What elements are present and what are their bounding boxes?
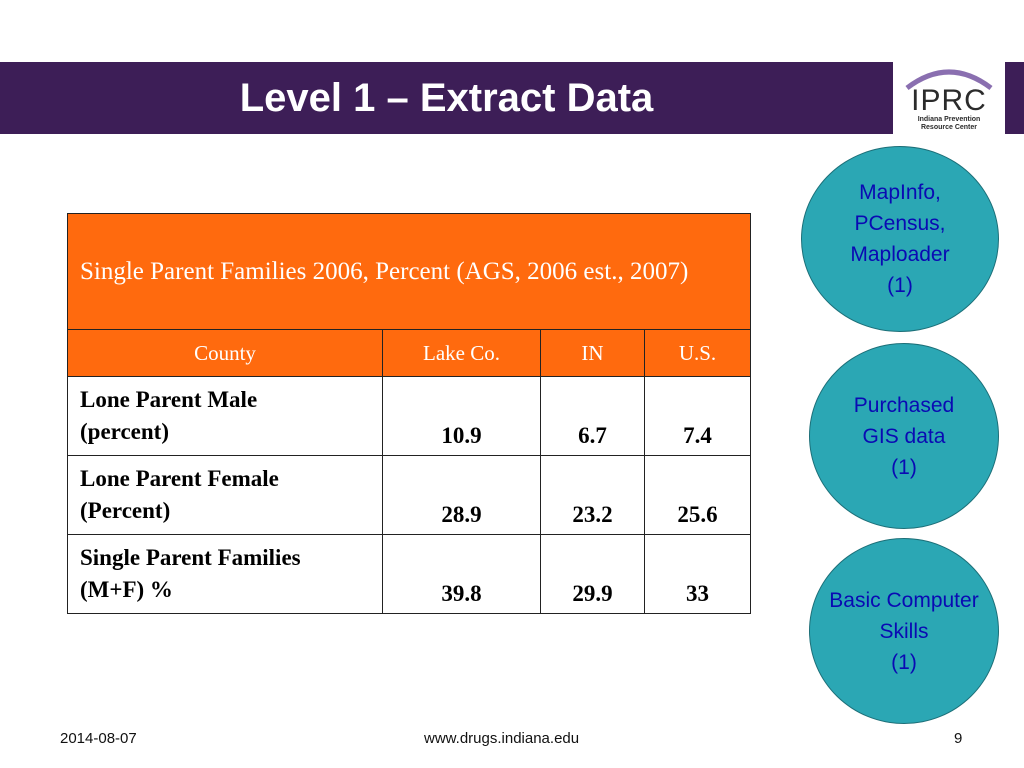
row-label-line: Lone Parent Female xyxy=(80,466,279,491)
table-cell: 25.6 xyxy=(644,455,751,535)
row-label: Lone Parent Male (percent) xyxy=(67,376,383,456)
logo-arc-icon xyxy=(905,69,993,90)
column-header: Lake Co. xyxy=(382,329,541,377)
logo-subtitle: Indiana Prevention Resource Center xyxy=(893,116,1005,132)
circle-purchased-gis: Purchased GIS data (1) xyxy=(809,343,999,529)
table-cell: 6.7 xyxy=(540,376,645,456)
footer-url: www.drugs.indiana.edu xyxy=(424,730,580,747)
row-label-line: (percent) xyxy=(80,419,169,444)
table-cell: 33 xyxy=(644,534,751,614)
column-header: County xyxy=(67,329,383,377)
circle-line: Basic Computer xyxy=(829,588,979,612)
table-cell: 7.4 xyxy=(644,376,751,456)
title-bar xyxy=(0,62,1024,134)
table-row: Lone Parent Female (Percent) 28.9 23.2 2… xyxy=(67,455,751,535)
row-label-line: Lone Parent Male xyxy=(80,387,258,412)
circle-mapinfo: MapInfo, PCensus, Maploader (1) xyxy=(801,146,999,332)
circle-line: (1) xyxy=(887,274,913,297)
circle-line: Maploader xyxy=(850,243,950,266)
footer-date: 2014-08-07 xyxy=(60,730,137,747)
table-caption: Single Parent Families 2006, Percent (AG… xyxy=(67,213,751,330)
table-row: Lone Parent Male (percent) 10.9 6.7 7.4 xyxy=(67,376,751,456)
page-number: 9 xyxy=(954,730,963,747)
logo-text: IPRC xyxy=(911,84,987,117)
data-table: Single Parent Families 2006, Percent (AG… xyxy=(67,213,751,614)
table-cell: 10.9 xyxy=(382,376,541,456)
circle-line: Skills xyxy=(879,619,929,643)
circle-line: (1) xyxy=(891,455,917,479)
table-row: Single Parent Families (M+F) % 39.8 29.9… xyxy=(67,534,751,614)
table-cell: 29.9 xyxy=(540,534,645,614)
row-label-line: (M+F) % xyxy=(80,577,173,602)
table-cell: 23.2 xyxy=(540,455,645,535)
column-header: IN xyxy=(540,329,645,377)
circle-line: (1) xyxy=(891,650,917,674)
logo-subtitle-line1: Indiana Prevention xyxy=(917,116,981,123)
slide-title: Level 1 – Extract Data xyxy=(239,75,654,120)
table-cell: 39.8 xyxy=(382,534,541,614)
logo-subtitle-line2: Resource Center xyxy=(920,124,978,131)
circle-line: MapInfo, xyxy=(859,181,941,204)
row-label: Lone Parent Female (Percent) xyxy=(67,455,383,535)
row-label-line: (Percent) xyxy=(80,498,171,523)
circle-line: PCensus, xyxy=(854,212,946,235)
table-cell: 28.9 xyxy=(382,455,541,535)
iprc-logo: IPRC Indiana Prevention Resource Center xyxy=(893,62,1005,134)
circle-line: GIS data xyxy=(862,424,946,448)
column-header: U.S. xyxy=(644,329,751,377)
row-label-line: Single Parent Families xyxy=(80,545,301,570)
table-header-row: County Lake Co. IN U.S. xyxy=(67,329,751,377)
circle-line: Purchased xyxy=(853,393,955,417)
circle-computer-skills: Basic Computer Skills (1) xyxy=(809,538,999,724)
row-label: Single Parent Families (M+F) % xyxy=(67,534,383,614)
